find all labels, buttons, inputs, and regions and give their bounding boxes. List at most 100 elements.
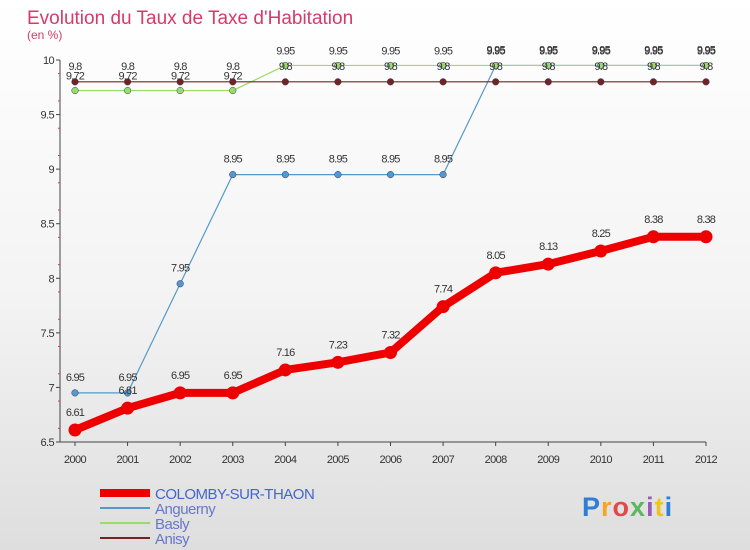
data-point-3 [124,78,132,86]
data-label-3: 9.8 [542,61,556,73]
logo-letter: i [646,492,655,522]
y-tick-label: 9.5 [41,110,55,122]
data-label-3: 9.8 [174,61,188,73]
data-point-2 [281,61,289,70]
data-point-0 [121,401,135,415]
data-label-2: 9.95 [592,45,611,57]
data-point-1 [334,171,342,179]
data-label-1: 6.95 [118,372,137,384]
data-label-1: 9.95 [644,44,663,56]
y-tick-label: 6.5 [41,437,55,449]
data-point-0 [278,363,292,377]
data-point-2 [386,61,395,70]
data-point-3 [544,78,552,86]
data-point-2 [334,61,342,70]
x-tick-label: 2000 [64,454,87,466]
y-tick-label: 10 [43,55,55,67]
data-point-2 [124,87,132,95]
data-point-3 [229,78,237,86]
data-labels: 6.95 6.95 7.95 8.95 8.95 8.95 8.95 8.95 9.95 9.95… [66,44,717,419]
data-label-2: 9.72 [171,71,190,83]
logo-letter: o [613,492,631,522]
logo-letter: P [582,492,601,522]
legend-label: Anguerny [155,501,216,518]
x-tick-label: 2007 [432,454,455,466]
data-label-3: 9.8 [647,61,661,73]
y-tick-label: 7 [48,382,54,394]
data-point-2 [597,61,605,70]
x-tick-label: 2002 [169,454,192,466]
data-point-1 [281,171,289,179]
data-label-1: 6.95 [66,372,85,384]
data-label-3: 9.8 [437,61,451,73]
data-point-2 [649,61,657,70]
data-label-0: 6.61 [66,407,85,419]
data-label-0: 8.38 [697,214,716,226]
data-point-1 [229,171,237,179]
data-point-0 [68,423,82,437]
chart-title: Evolution du Taux de Taxe d'Habitation [27,8,353,29]
data-point-3 [71,78,79,86]
data-point-2 [544,61,552,70]
data-point-3 [702,78,710,86]
logo-letter: i [665,492,674,522]
data-point-3 [281,78,289,86]
x-tick-label: 2009 [537,454,560,466]
data-label-0: 8.05 [487,250,506,262]
data-point-0 [226,386,240,400]
data-label-2: 9.95 [487,45,506,57]
data-label-3: 9.8 [700,61,714,73]
data-point-3 [386,78,395,86]
data-label-1: 8.95 [329,154,348,166]
data-label-1: 8.95 [434,154,453,166]
x-tick-label: 2005 [327,454,350,466]
x-tick-label: 2001 [117,454,140,466]
data-label-3: 9.8 [69,61,83,73]
data-label-2: 9.95 [381,45,400,57]
y-tick-label: 9 [48,164,54,176]
proxiti-logo: Proxiti [582,492,673,522]
data-point-0 [646,230,660,244]
data-label-0: 8.38 [644,214,663,226]
data-label-0: 8.25 [592,228,611,240]
data-label-1: 9.95 [592,44,611,56]
logo-letter: r [601,492,613,522]
data-point-2 [439,61,447,70]
y-tick-label: 7.5 [41,328,55,340]
data-point-3 [334,78,342,86]
x-tick-label: 2008 [485,454,508,466]
data-label-3: 9.8 [331,61,345,73]
data-point-1 [124,389,132,397]
x-tick-label: 2006 [379,454,402,466]
data-label-0: 8.13 [539,241,558,253]
y-tick-label: 8.5 [41,219,55,231]
data-point-0 [594,244,608,258]
data-point-3 [492,78,500,86]
data-point-0 [541,257,555,271]
data-label-2: 9.95 [434,45,453,57]
x-tick-label: 2004 [274,454,297,466]
data-point-3 [649,78,657,86]
data-point-2 [71,87,79,95]
data-point-3 [597,78,605,86]
data-label-0: 7.32 [381,330,400,342]
data-label-0: 6.95 [171,370,190,382]
series-layer [68,61,713,437]
x-tick-label: 2011 [643,454,665,466]
data-point-1 [439,171,447,179]
data-label-2: 9.95 [276,45,295,57]
x-tick-label: 2003 [222,454,245,466]
axes: 6.5 7 7.5 8 8.5 9 9.5 10 2000 2001 2002 2003 2004 200… [41,55,719,466]
legend-label: Anisy [155,531,190,548]
data-point-2 [492,61,500,70]
data-label-0: 7.23 [329,339,348,351]
data-label-2: 9.95 [644,45,663,57]
data-point-2 [176,87,184,95]
data-label-3: 9.8 [489,61,503,73]
data-label-3: 9.8 [279,61,293,73]
data-label-0: 7.16 [276,347,295,359]
data-label-2: 9.95 [539,45,558,57]
data-point-3 [439,78,447,86]
